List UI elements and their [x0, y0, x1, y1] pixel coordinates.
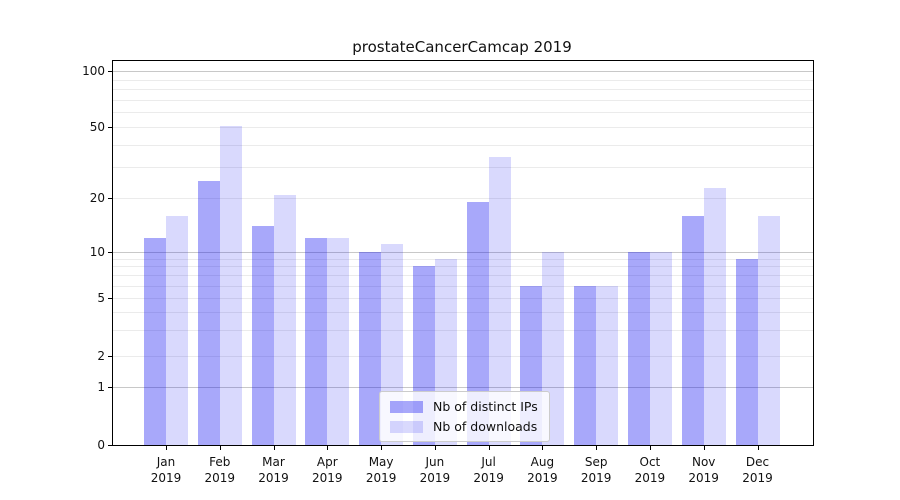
gridline-minor [113, 79, 813, 81]
x-tick-label: Sep 2019 [580, 455, 612, 485]
gridline-minor [113, 285, 813, 287]
y-tick-mark [108, 445, 113, 446]
y-tick-label: 2 [97, 348, 105, 363]
x-tick-mark [273, 445, 275, 450]
x-tick-label: Dec 2019 [742, 455, 773, 485]
bar-distinct-ips [305, 237, 328, 445]
legend-row: Nb of distinct IPs [390, 399, 538, 414]
y-tick-mark [108, 71, 113, 72]
y-tick-mark [108, 127, 113, 129]
legend-label: Nb of distinct IPs [433, 399, 538, 414]
y-tick-label: 20 [89, 191, 105, 206]
y-tick-label: 50 [89, 120, 105, 135]
x-tick-mark [434, 445, 436, 450]
gridline-minor [113, 198, 813, 200]
bar-distinct-ips [197, 181, 220, 445]
y-tick-label: 100 [82, 64, 105, 78]
x-tick-label: Nov 2019 [688, 455, 719, 485]
bar-downloads [273, 194, 296, 445]
x-tick-mark [327, 445, 329, 450]
y-tick-label: 1 [97, 379, 105, 394]
bar-distinct-ips [735, 258, 758, 445]
gridline-minor [113, 127, 813, 129]
bar-downloads [596, 285, 619, 445]
y-tick-mark [108, 251, 113, 253]
x-tick-mark [219, 445, 221, 450]
gridline-major [113, 71, 813, 72]
chart-title: prostateCancerCamcap 2019 [352, 38, 572, 56]
bar-distinct-ips [359, 251, 382, 445]
bar-downloads [649, 251, 672, 445]
legend-row: Nb of downloads [390, 419, 538, 434]
x-tick-mark [542, 445, 544, 450]
bar-distinct-ips [144, 237, 166, 445]
gridline-minor [113, 144, 813, 146]
x-tick-label: May 2019 [365, 455, 397, 485]
x-tick-mark [757, 445, 759, 450]
bar-downloads [488, 157, 511, 445]
x-tick-mark [596, 445, 598, 450]
x-tick-label: Jun 2019 [419, 455, 451, 485]
x-tick-label: Aug 2019 [527, 455, 558, 485]
gridline-minor [113, 355, 813, 357]
gridline-minor [113, 266, 813, 268]
legend: Nb of distinct IPs Nb of downloads [379, 391, 550, 442]
y-tick-mark [108, 355, 113, 357]
x-tick-label: Oct 2019 [634, 455, 666, 485]
gridline-minor [113, 311, 813, 313]
x-tick-mark [381, 445, 383, 450]
gridline-minor [113, 89, 813, 91]
legend-swatch-distinct-ips [390, 400, 423, 413]
gridline-minor [113, 275, 813, 277]
gridline-minor [113, 99, 813, 101]
x-tick-label: Apr 2019 [312, 455, 343, 485]
x-tick-label: Jan 2019 [150, 455, 182, 485]
bar-downloads [219, 125, 242, 445]
legend-label: Nb of downloads [433, 419, 538, 434]
gridline-minor [113, 166, 813, 168]
y-tick-label: 0 [97, 438, 105, 452]
bar-distinct-ips [681, 215, 704, 445]
bar-distinct-ips [466, 202, 489, 445]
x-tick-mark [166, 445, 167, 450]
bar-downloads [757, 215, 780, 445]
y-tick-label: 10 [89, 244, 105, 259]
bar-downloads [703, 187, 726, 445]
x-tick-label: Mar 2019 [258, 455, 289, 485]
legend-swatch-downloads [390, 420, 423, 433]
x-tick-mark [649, 445, 651, 450]
bar-downloads [327, 237, 350, 445]
x-tick-label: Feb 2019 [204, 455, 236, 485]
y-tick-label: 5 [97, 290, 105, 305]
bar-distinct-ips [574, 285, 597, 445]
gridline-minor [113, 297, 813, 299]
gridline-major [113, 251, 813, 253]
x-tick-mark [703, 445, 705, 450]
y-tick-mark [108, 198, 113, 200]
gridline-major [113, 386, 813, 388]
gridline-minor [113, 112, 813, 114]
plot-area: 0 1 2 5 10 20 50 100 Jan 2019 Feb 2019 Mar 2019 Apr 20… [82, 60, 814, 485]
x-tick-mark [488, 445, 490, 450]
gridline-minor [113, 330, 813, 331]
x-tick-label: Jul 2019 [473, 455, 504, 485]
bar-downloads [166, 215, 188, 445]
bar-distinct-ips [251, 225, 274, 445]
gridline-minor [113, 258, 813, 260]
y-tick-mark [108, 386, 113, 388]
bar-distinct-ips [627, 251, 650, 445]
y-tick-mark [108, 297, 113, 299]
